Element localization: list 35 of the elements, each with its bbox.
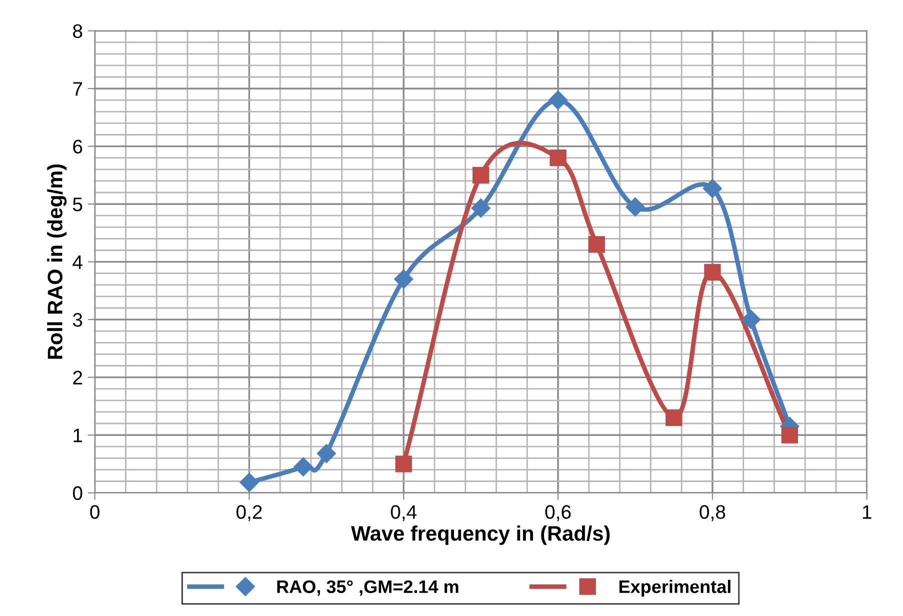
point (395, 456, 412, 472)
point (588, 236, 605, 253)
y-tick-label: 3 (72, 313, 82, 327)
x-tick-label: 0,2 (236, 505, 262, 522)
x-tick-label: 0,8 (700, 505, 726, 522)
point (704, 264, 721, 281)
point (702, 178, 722, 198)
legend-label: RAO, 35° ,GM=2.14 m (277, 580, 458, 596)
point (240, 472, 259, 492)
y-tick-label: 7 (73, 82, 82, 96)
x-tick-label: 0 (90, 505, 100, 519)
y-tick-label: 0 (72, 486, 82, 500)
point (394, 270, 414, 289)
x-tick-label: 1 (862, 505, 872, 519)
y-tick-label: 5 (72, 198, 82, 212)
point (316, 444, 336, 464)
y-axis-title: Roll RAO in (deg/m) (47, 164, 67, 359)
y-tick-label: 2 (73, 370, 82, 384)
point (294, 457, 313, 476)
point (550, 150, 566, 166)
point (472, 166, 490, 184)
y-tick-label: 6 (73, 140, 82, 154)
point (666, 409, 682, 426)
point (548, 90, 568, 110)
y-tick-label: 8 (73, 24, 82, 38)
point (781, 426, 798, 444)
point (742, 310, 761, 330)
legend-label: Experimental (619, 580, 730, 597)
y-tick-label: 1 (74, 428, 82, 442)
x-tick-label: 0,4 (390, 505, 417, 522)
x-tick-label: 0,6 (545, 505, 571, 522)
point (471, 198, 490, 218)
y-tick-label: 4 (72, 255, 82, 269)
point (626, 197, 645, 216)
x-axis-title: Wave frequency in (Rad/s) (351, 526, 610, 545)
